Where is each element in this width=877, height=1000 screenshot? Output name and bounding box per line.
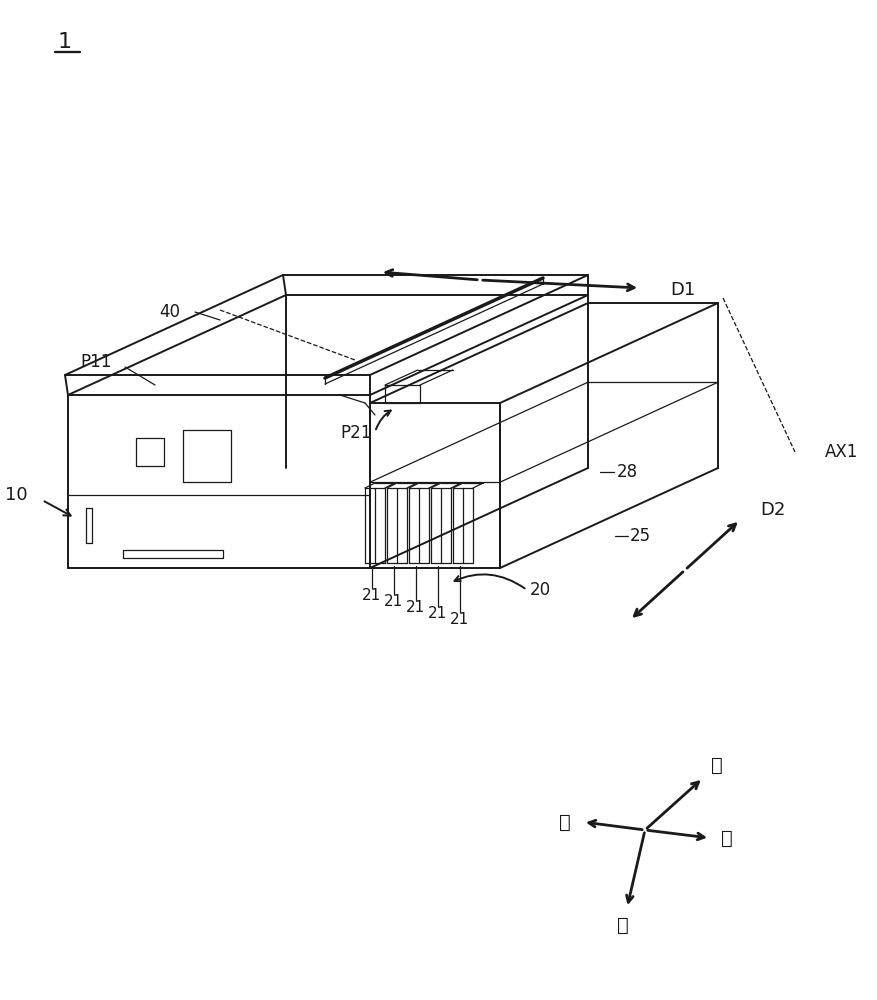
Text: 1: 1	[58, 32, 72, 52]
Text: 左: 左	[559, 812, 570, 831]
Text: 21: 21	[362, 588, 381, 603]
Text: 21: 21	[384, 594, 403, 609]
Text: 25: 25	[630, 527, 651, 545]
Text: P11: P11	[81, 353, 112, 371]
Text: 21: 21	[450, 612, 469, 628]
Text: D2: D2	[759, 501, 785, 519]
Text: 40: 40	[159, 303, 180, 321]
Text: D1: D1	[669, 281, 695, 299]
Text: 21: 21	[428, 606, 447, 621]
Text: 21: 21	[406, 600, 425, 615]
Text: AX1: AX1	[824, 443, 858, 461]
Text: 后: 后	[710, 756, 722, 774]
Text: P21: P21	[340, 424, 372, 442]
Text: 28: 28	[617, 463, 638, 481]
Text: 20: 20	[530, 581, 551, 599]
Text: 前: 前	[617, 915, 628, 934]
Text: 10: 10	[5, 486, 28, 504]
Text: 右: 右	[720, 828, 732, 847]
